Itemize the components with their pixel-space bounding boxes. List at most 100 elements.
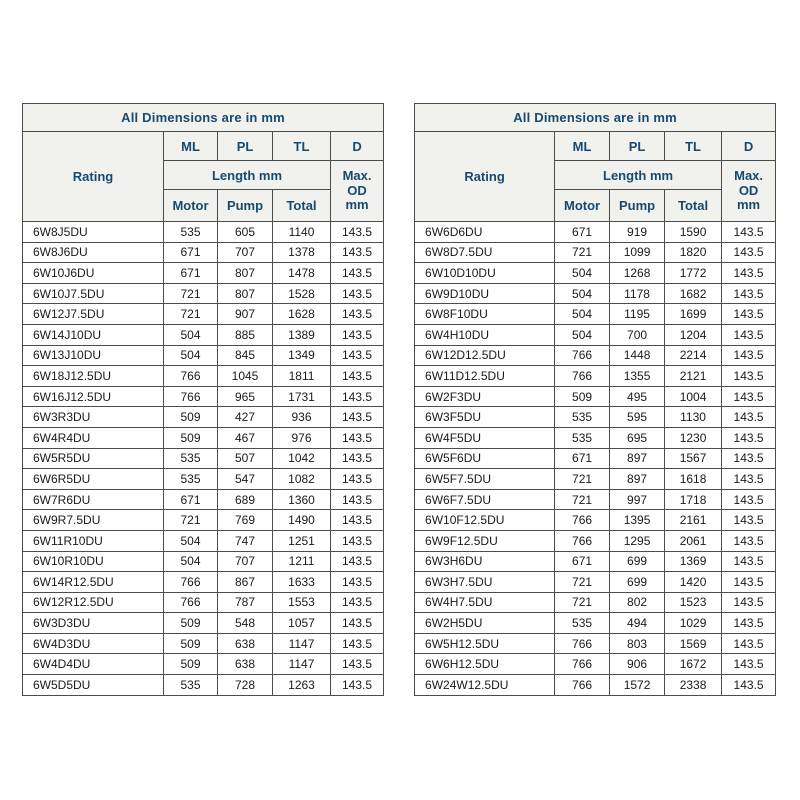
- pump-length-cell: 700: [609, 323, 666, 346]
- total-length-cell: 1633: [272, 571, 331, 593]
- max-od-cell: 143.5: [329, 591, 385, 614]
- total-length-cell: 1349: [272, 344, 331, 367]
- total-length-cell: 1567: [664, 447, 723, 470]
- rating-cell: 6W10J7.5DU: [22, 282, 164, 305]
- total-column-header: Total: [272, 189, 331, 222]
- total-length-cell: 1420: [664, 571, 723, 593]
- max-od-cell: 143.5: [329, 529, 385, 552]
- motor-length-cell: 721: [554, 571, 611, 593]
- motor-length-cell: 721: [554, 488, 611, 511]
- max-od-cell: 143.5: [329, 262, 385, 284]
- table-row: 6W14R12.5DU 766 867 1633 143.5: [22, 571, 385, 593]
- table-row: 6W18J12.5DU 766 1045 1811 143.5: [22, 365, 385, 387]
- total-column-header: Total: [664, 189, 723, 222]
- table-row: 6W13J10DU 504 845 1349 143.5: [22, 344, 385, 367]
- max-od-cell: 143.5: [721, 571, 777, 593]
- rating-cell: 6W3F5DU: [414, 406, 556, 428]
- total-length-cell: 1731: [272, 385, 331, 408]
- rating-cell: 6W4D3DU: [22, 632, 164, 655]
- motor-length-cell: 766: [163, 591, 218, 614]
- max-od-cell: 143.5: [721, 509, 777, 531]
- max-od-cell: 143.5: [721, 674, 777, 696]
- motor-length-cell: 504: [163, 344, 218, 367]
- max-od-header: Max. OD mm: [329, 160, 385, 222]
- total-length-cell: 1478: [272, 262, 331, 284]
- pump-length-cell: 1099: [609, 241, 666, 264]
- rating-cell: 6W6H12.5DU: [414, 653, 556, 676]
- table-header-left: All Dimensions are in mm Rating ML PL TL…: [21, 103, 385, 222]
- motor-length-cell: 504: [163, 550, 218, 573]
- pump-length-cell: 845: [217, 344, 273, 367]
- motor-length-cell: 671: [163, 262, 218, 284]
- table-row: 6W2F3DU 509 495 1004 143.5: [414, 385, 777, 408]
- motor-length-cell: 671: [554, 550, 611, 573]
- pump-length-cell: 507: [217, 447, 273, 470]
- motor-length-cell: 766: [554, 632, 611, 655]
- motor-column-header: Motor: [554, 189, 611, 222]
- table-row: 6W3H6DU 671 699 1369 143.5: [414, 550, 777, 573]
- max-od-cell: 143.5: [329, 241, 385, 264]
- total-length-cell: 1369: [664, 550, 723, 573]
- pl-column-header: PL: [609, 131, 666, 161]
- max-od-cell: 143.5: [721, 426, 777, 449]
- pump-length-cell: 699: [609, 550, 666, 573]
- rating-cell: 6W11R10DU: [22, 529, 164, 552]
- pump-length-cell: 638: [217, 632, 273, 655]
- total-length-cell: 1004: [664, 385, 723, 408]
- pump-length-cell: 897: [609, 468, 666, 490]
- rating-cell: 6W12R12.5DU: [22, 591, 164, 614]
- tl-column-header: TL: [664, 131, 723, 161]
- tl-column-header: TL: [272, 131, 331, 161]
- pl-column-header: PL: [217, 131, 273, 161]
- max-od-cell: 143.5: [721, 241, 777, 264]
- pump-length-cell: 548: [217, 612, 273, 634]
- rating-cell: 6W12J7.5DU: [22, 303, 164, 325]
- total-length-cell: 1029: [664, 612, 723, 634]
- pump-length-cell: 547: [217, 468, 273, 490]
- table-row: 6W10D10DU 504 1268 1772 143.5: [414, 262, 777, 284]
- total-length-cell: 1389: [272, 323, 331, 346]
- rating-cell: 6W14J10DU: [22, 323, 164, 346]
- total-length-cell: 1147: [272, 653, 331, 676]
- pump-length-cell: 494: [609, 612, 666, 634]
- table-row: 6W4D4DU 509 638 1147 143.5: [22, 653, 385, 676]
- pump-length-cell: 1195: [609, 303, 666, 325]
- table-row: 6W5R5DU 535 507 1042 143.5: [22, 447, 385, 470]
- motor-length-cell: 509: [163, 406, 218, 428]
- max-od-cell: 143.5: [721, 344, 777, 367]
- rating-cell: 6W18J12.5DU: [22, 365, 164, 387]
- pump-length-cell: 885: [217, 323, 273, 346]
- total-length-cell: 1718: [664, 488, 723, 511]
- motor-length-cell: 721: [163, 282, 218, 305]
- motor-length-cell: 504: [554, 262, 611, 284]
- table-row: 6W10J7.5DU 721 807 1528 143.5: [22, 282, 385, 305]
- pump-length-cell: 427: [217, 406, 273, 428]
- pump-length-cell: 707: [217, 550, 273, 573]
- max-od-cell: 143.5: [721, 550, 777, 573]
- total-length-cell: 2161: [664, 509, 723, 531]
- max-od-cell: 143.5: [721, 447, 777, 470]
- table-row: 6W8J5DU 535 605 1140 143.5: [22, 221, 385, 243]
- max-od-cell: 143.5: [721, 468, 777, 490]
- max-od-cell: 143.5: [721, 406, 777, 428]
- pump-length-cell: 769: [217, 509, 273, 531]
- table-row: 6W10J6DU 671 807 1478 143.5: [22, 262, 385, 284]
- motor-length-cell: 504: [554, 282, 611, 305]
- table-row: 6W5D5DU 535 728 1263 143.5: [22, 674, 385, 696]
- max-od-cell: 143.5: [329, 488, 385, 511]
- motor-length-cell: 721: [554, 591, 611, 614]
- total-length-cell: 1569: [664, 632, 723, 655]
- rating-cell: 6W3D3DU: [22, 612, 164, 634]
- table-row: 6W8D7.5DU 721 1099 1820 143.5: [414, 241, 777, 264]
- d-column-header: D: [721, 131, 777, 161]
- pump-length-cell: 605: [217, 221, 273, 243]
- max-od-cell: 143.5: [329, 406, 385, 428]
- total-length-cell: 1772: [664, 262, 723, 284]
- motor-length-cell: 504: [554, 303, 611, 325]
- max-od-cell: 143.5: [329, 365, 385, 387]
- table-row: 6W4D3DU 509 638 1147 143.5: [22, 632, 385, 655]
- total-length-cell: 1230: [664, 426, 723, 449]
- motor-column-header: Motor: [163, 189, 218, 222]
- rating-cell: 6W5F7.5DU: [414, 468, 556, 490]
- pump-length-cell: 1355: [609, 365, 666, 387]
